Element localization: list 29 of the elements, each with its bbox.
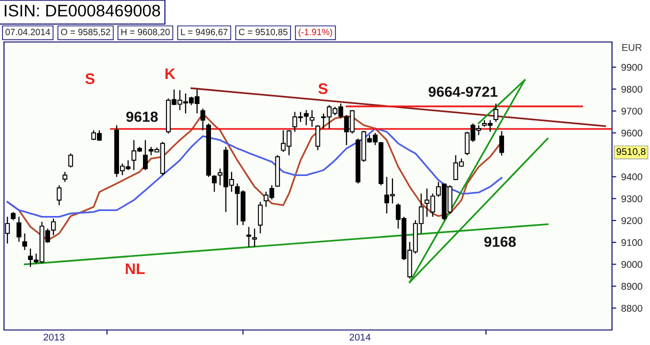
y-tick-label: 8800 xyxy=(621,304,642,312)
text: 2013 xyxy=(44,334,64,341)
y-tick-label: 9400 xyxy=(621,173,642,180)
text: C = 9510,85 xyxy=(238,28,288,36)
y-tick-label: 9100 xyxy=(621,239,642,246)
text: 2014 xyxy=(350,334,371,341)
y-tick-label: 9600 xyxy=(621,130,642,137)
annotation: NL xyxy=(126,263,145,274)
y-tick-label: 9200 xyxy=(621,217,642,224)
text: O = 9585,52 xyxy=(61,28,110,36)
text: L = 9496,67 xyxy=(181,28,228,36)
y-tick-label: 9300 xyxy=(621,195,642,202)
text: (-1.91%) xyxy=(298,28,332,37)
text: H = 9608,20 xyxy=(121,28,170,36)
y-tick-label: 9800 xyxy=(621,86,642,93)
annotation: S xyxy=(318,83,328,94)
y-tick-label: 8900 xyxy=(621,282,642,290)
y-tick-label: 9000 xyxy=(621,261,642,268)
chart-title: ISIN: DE0008469008 xyxy=(4,4,160,17)
annotation: 9168 xyxy=(484,236,516,247)
annotation: S xyxy=(85,73,94,84)
y-tick-label: 9700 xyxy=(621,108,642,115)
annotation: K xyxy=(166,68,176,79)
annotation: 9510,8 xyxy=(616,148,646,156)
text: 07.04.2014 xyxy=(6,28,50,36)
y-axis-title: EUR xyxy=(622,44,642,51)
annotation: 9618 xyxy=(126,112,158,122)
y-tick-label: 9900 xyxy=(621,64,642,71)
annotation: 9664-9721 xyxy=(428,86,498,97)
